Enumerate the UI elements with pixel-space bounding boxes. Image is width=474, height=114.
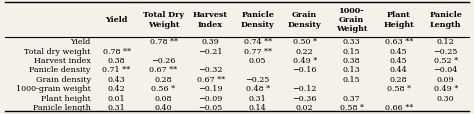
Text: 0.67 **: 0.67 ** xyxy=(197,75,225,83)
Text: 0.28: 0.28 xyxy=(155,75,173,83)
Text: 0.71 **: 0.71 ** xyxy=(102,66,130,74)
Text: Plant
Height: Plant Height xyxy=(383,11,414,28)
Text: 0.78 **: 0.78 ** xyxy=(150,38,178,46)
Text: 0.78 **: 0.78 ** xyxy=(102,47,130,55)
Text: 1000-grain weight: 1000-grain weight xyxy=(16,84,91,92)
Text: −0.26: −0.26 xyxy=(151,57,176,65)
Text: 0.56 *: 0.56 * xyxy=(152,84,175,92)
Text: −0.09: −0.09 xyxy=(199,94,223,102)
Text: 0.13: 0.13 xyxy=(343,66,361,74)
Text: Plant height: Plant height xyxy=(41,94,91,102)
Text: 0.77 **: 0.77 ** xyxy=(244,47,272,55)
Text: 0.09: 0.09 xyxy=(437,75,455,83)
Text: Panicle density: Panicle density xyxy=(29,66,91,74)
Text: −0.21: −0.21 xyxy=(198,47,223,55)
Text: 0.49 *: 0.49 * xyxy=(292,57,317,65)
Text: 0.38: 0.38 xyxy=(108,57,125,65)
Text: 0.15: 0.15 xyxy=(343,75,361,83)
Text: −0.25: −0.25 xyxy=(434,47,458,55)
Text: Total dry weight: Total dry weight xyxy=(24,47,91,55)
Text: −0.05: −0.05 xyxy=(199,103,223,111)
Text: 0.02: 0.02 xyxy=(296,103,313,111)
Text: 0.45: 0.45 xyxy=(390,47,408,55)
Text: Panicle length: Panicle length xyxy=(33,103,91,111)
Text: 0.42: 0.42 xyxy=(108,84,126,92)
Text: 0.45: 0.45 xyxy=(390,57,408,65)
Text: Yield: Yield xyxy=(105,16,128,24)
Text: 0.40: 0.40 xyxy=(155,103,173,111)
Text: −0.19: −0.19 xyxy=(198,84,223,92)
Text: Panicle
Density: Panicle Density xyxy=(241,11,274,28)
Text: 0.43: 0.43 xyxy=(108,75,126,83)
Text: 0.48 *: 0.48 * xyxy=(246,84,270,92)
Text: 0.01: 0.01 xyxy=(108,94,125,102)
Text: −0.36: −0.36 xyxy=(292,94,317,102)
Text: 0.50 *: 0.50 * xyxy=(292,38,317,46)
Text: 0.05: 0.05 xyxy=(249,57,266,65)
Text: 0.74 **: 0.74 ** xyxy=(244,38,272,46)
Text: 0.58 *: 0.58 * xyxy=(387,84,410,92)
Text: 0.22: 0.22 xyxy=(296,47,313,55)
Text: −0.32: −0.32 xyxy=(198,66,223,74)
Text: 0.49 *: 0.49 * xyxy=(434,84,458,92)
Text: 0.33: 0.33 xyxy=(343,38,361,46)
Text: 0.31: 0.31 xyxy=(249,94,266,102)
Text: 0.15: 0.15 xyxy=(343,47,361,55)
Text: 0.39: 0.39 xyxy=(202,38,219,46)
Text: −0.25: −0.25 xyxy=(246,75,270,83)
Text: −0.16: −0.16 xyxy=(292,66,317,74)
Text: 0.31: 0.31 xyxy=(108,103,126,111)
Text: Panicle
Length: Panicle Length xyxy=(429,11,462,28)
Text: 1000-
Grain
Weight: 1000- Grain Weight xyxy=(336,7,367,33)
Text: 0.14: 0.14 xyxy=(249,103,266,111)
Text: 0.67 **: 0.67 ** xyxy=(149,66,178,74)
Text: 0.66 **: 0.66 ** xyxy=(384,103,413,111)
Text: 0.12: 0.12 xyxy=(437,38,455,46)
Text: Total Dry
Weight: Total Dry Weight xyxy=(143,11,184,28)
Text: 0.44: 0.44 xyxy=(390,66,408,74)
Text: 0.08: 0.08 xyxy=(155,94,172,102)
Text: Grain
Density: Grain Density xyxy=(288,11,321,28)
Text: Yield: Yield xyxy=(71,38,91,46)
Text: 0.38: 0.38 xyxy=(343,57,361,65)
Text: −0.12: −0.12 xyxy=(292,84,317,92)
Text: 0.28: 0.28 xyxy=(390,75,408,83)
Text: 0.63 **: 0.63 ** xyxy=(384,38,413,46)
Text: 0.37: 0.37 xyxy=(343,94,361,102)
Text: Harvest
Index: Harvest Index xyxy=(193,11,228,28)
Text: 0.52 *: 0.52 * xyxy=(434,57,458,65)
Text: 0.58 *: 0.58 * xyxy=(340,103,364,111)
Text: −0.04: −0.04 xyxy=(434,66,458,74)
Text: 0.30: 0.30 xyxy=(437,94,455,102)
Text: Grain density: Grain density xyxy=(36,75,91,83)
Text: Harvest index: Harvest index xyxy=(34,57,91,65)
